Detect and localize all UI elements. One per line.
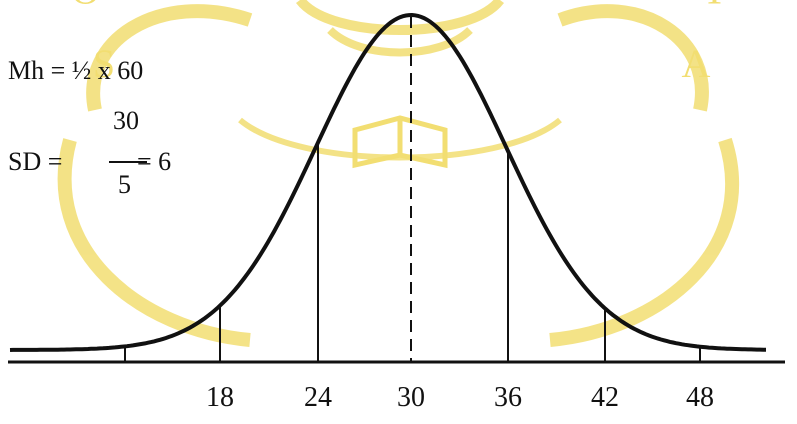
tick-label: 42 bbox=[591, 382, 619, 413]
mh-formula: Mh = ½ x 60 bbox=[8, 56, 144, 85]
sd-denominator: 5 bbox=[118, 170, 131, 199]
sd-label: SD = bbox=[8, 147, 63, 176]
watermark-logo bbox=[57, 0, 739, 347]
watermark-letter: A bbox=[682, 41, 711, 86]
tick-label: 24 bbox=[304, 382, 332, 413]
bell-curve bbox=[9, 12, 766, 352]
tick-label: 36 bbox=[494, 382, 522, 413]
watermark-letter: S bbox=[93, 41, 115, 86]
watermark-letter: T bbox=[702, 0, 726, 13]
tick-label: 48 bbox=[686, 382, 714, 413]
sd-result: = 6 bbox=[137, 147, 172, 176]
sd-numerator: 30 bbox=[113, 106, 139, 135]
tick-label: 30 bbox=[397, 382, 425, 413]
watermark-letters: SOEGIJAPRANATA bbox=[71, 0, 727, 86]
fraction-bar bbox=[109, 161, 147, 163]
vertical-lines bbox=[124, 142, 701, 362]
watermark-book-icon bbox=[352, 115, 448, 169]
watermark-letter: O bbox=[71, 0, 100, 13]
tick-label: 18 bbox=[206, 382, 234, 413]
